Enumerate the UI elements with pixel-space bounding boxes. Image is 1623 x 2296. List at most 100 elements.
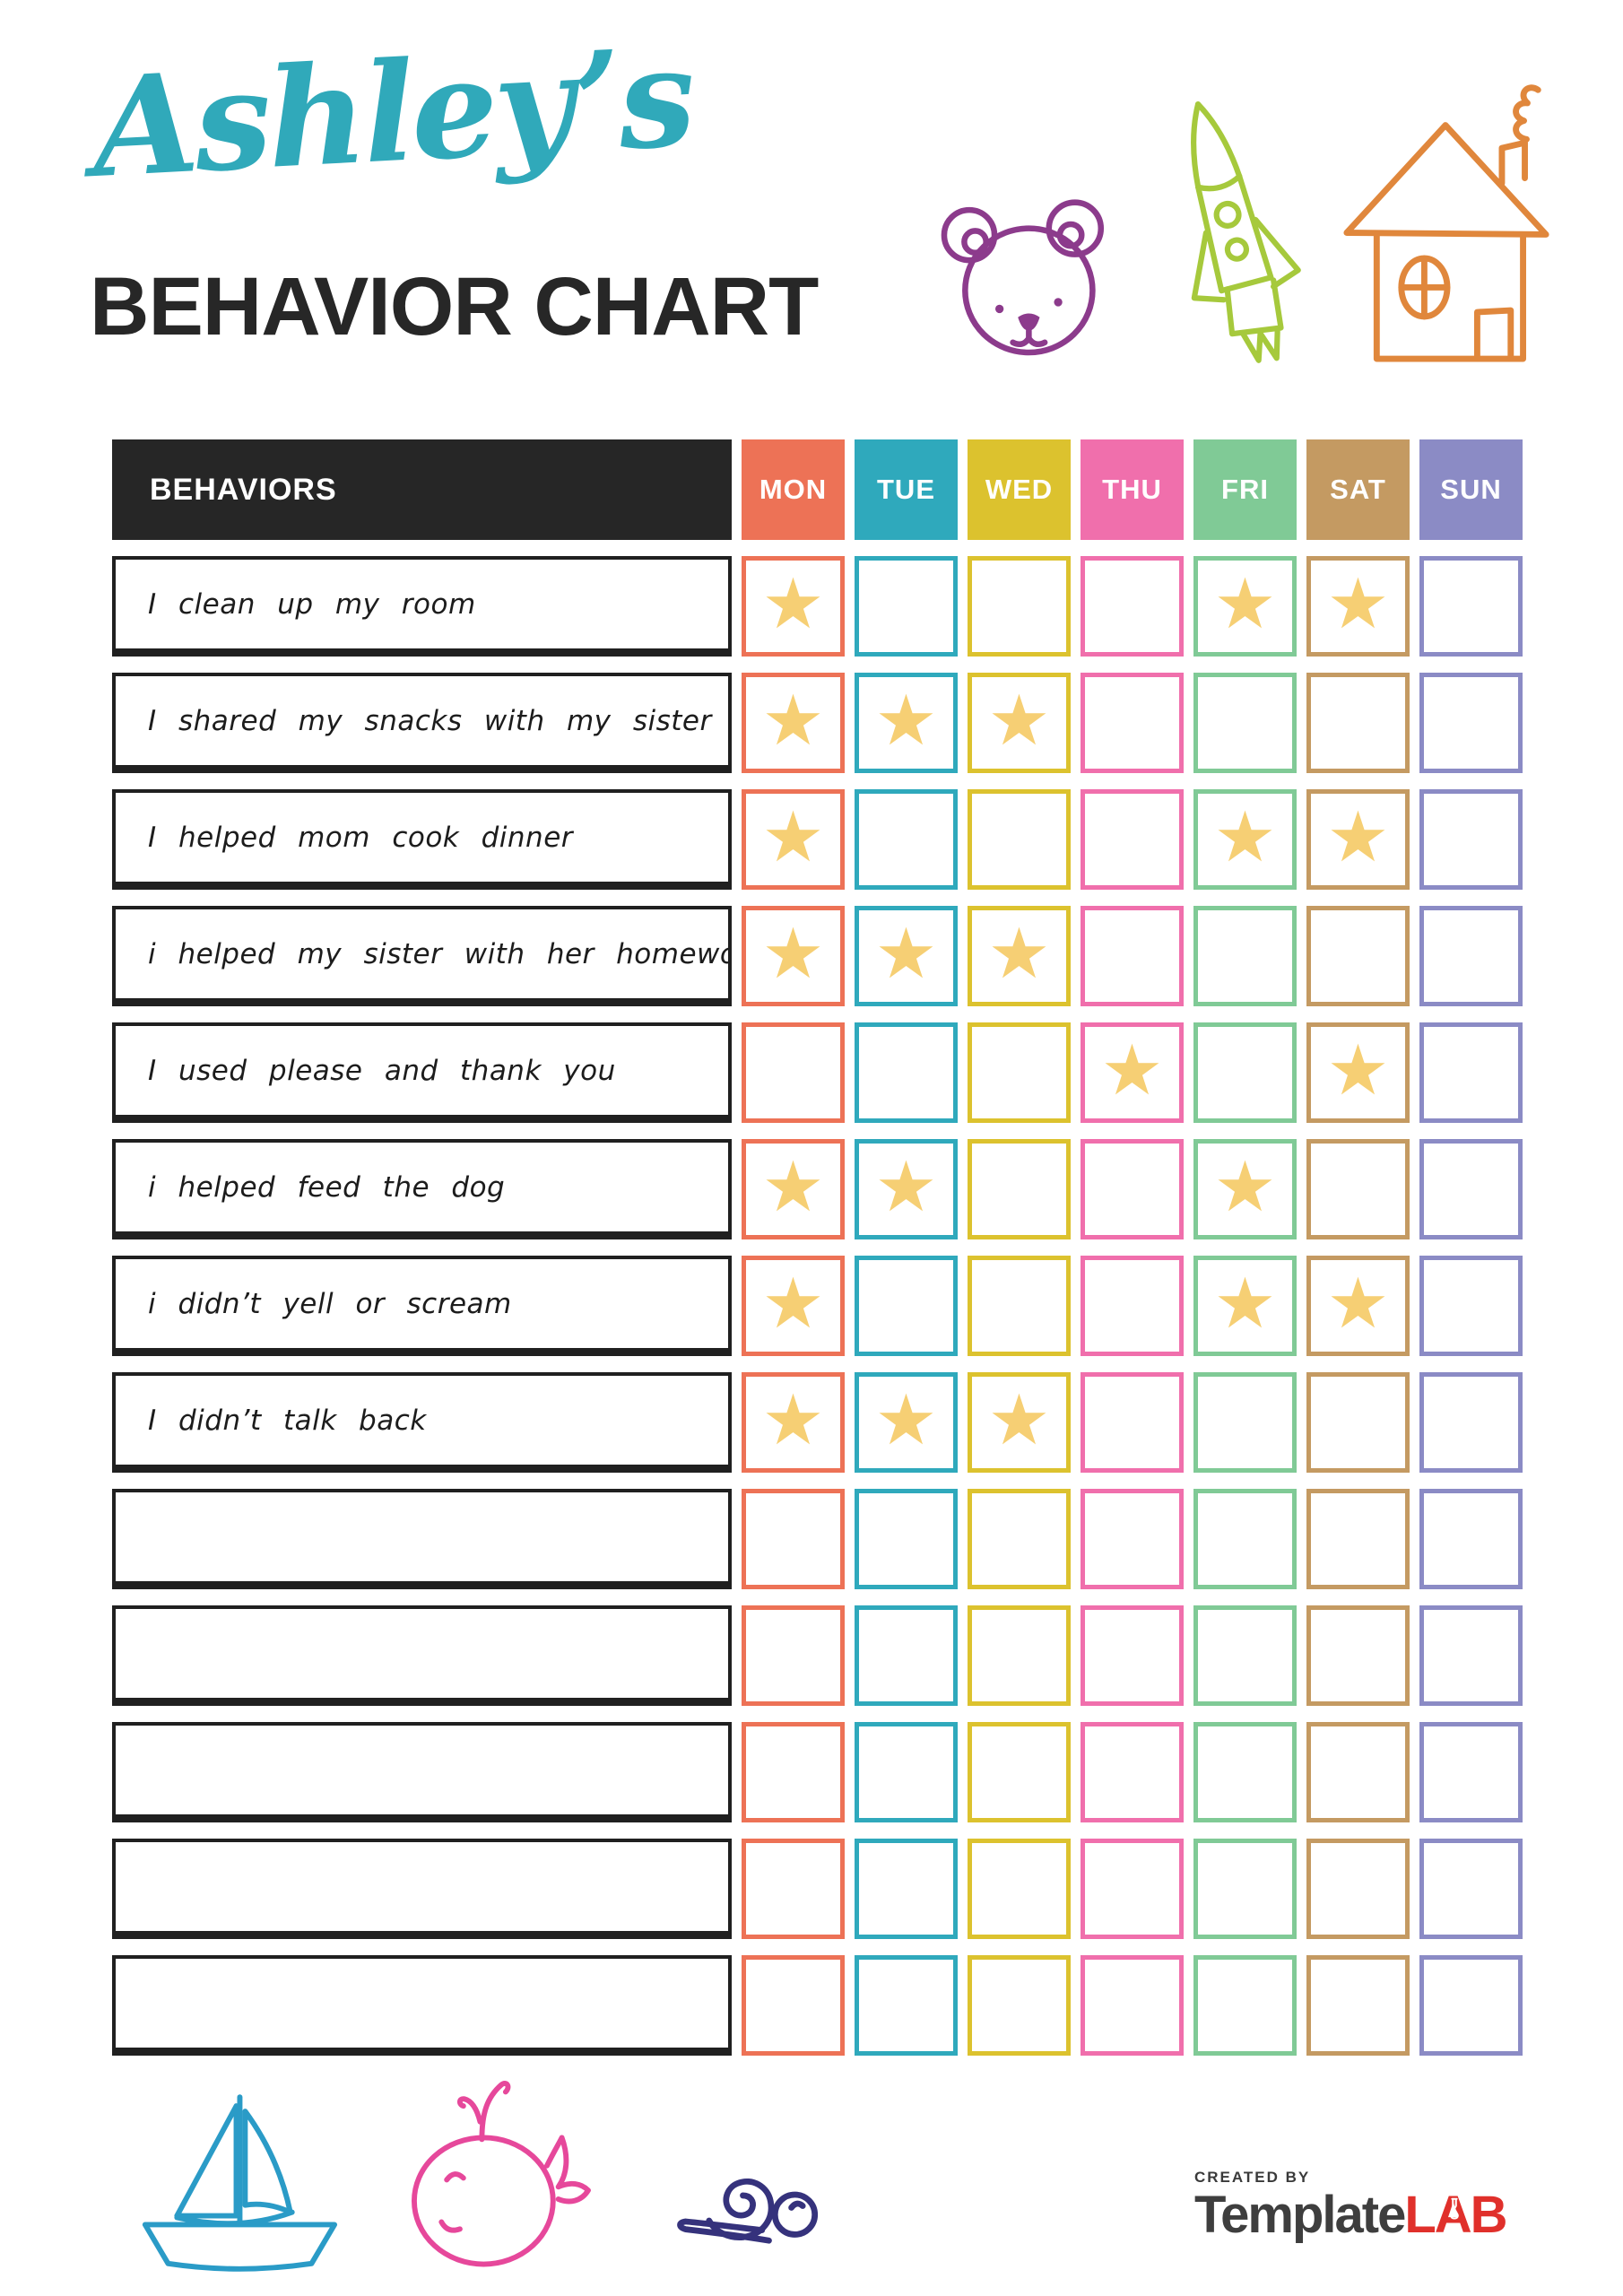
day-cell-mon[interactable] xyxy=(742,1722,845,1822)
day-cell-fri[interactable] xyxy=(1193,1372,1297,1473)
day-cell-thu[interactable] xyxy=(1081,789,1184,890)
day-cell-thu[interactable] xyxy=(1081,1605,1184,1706)
day-cell-fri[interactable] xyxy=(1193,1722,1297,1822)
day-cell-mon[interactable]: ★ xyxy=(742,1256,845,1356)
day-cell-wed[interactable]: ★ xyxy=(968,1372,1071,1473)
day-cell-fri[interactable] xyxy=(1193,673,1297,773)
day-cell-wed[interactable] xyxy=(968,1489,1071,1589)
star-icon: ★ xyxy=(761,564,825,645)
day-cell-thu[interactable] xyxy=(1081,1256,1184,1356)
day-cell-tue[interactable] xyxy=(855,1256,958,1356)
day-cell-fri[interactable] xyxy=(1193,906,1297,1006)
day-cell-sat[interactable]: ★ xyxy=(1306,556,1410,657)
day-cell-thu[interactable] xyxy=(1081,673,1184,773)
day-cell-sun[interactable] xyxy=(1419,789,1523,890)
star-icon: ★ xyxy=(1326,1031,1390,1111)
day-cell-tue[interactable]: ★ xyxy=(855,1372,958,1473)
day-cell-mon[interactable]: ★ xyxy=(742,906,845,1006)
day-cell-thu[interactable] xyxy=(1081,1372,1184,1473)
day-cell-fri[interactable] xyxy=(1193,1955,1297,2056)
day-cell-fri[interactable] xyxy=(1193,1839,1297,1939)
day-cell-wed[interactable]: ★ xyxy=(968,673,1071,773)
day-cell-mon[interactable] xyxy=(742,1022,845,1123)
day-cell-sun[interactable] xyxy=(1419,906,1523,1006)
day-cell-wed[interactable] xyxy=(968,789,1071,890)
day-cell-thu[interactable] xyxy=(1081,556,1184,657)
behavior-text: i helped my sister with her homework xyxy=(148,937,732,970)
day-cell-sat[interactable] xyxy=(1306,1839,1410,1939)
day-cell-thu[interactable]: ★ xyxy=(1081,1022,1184,1123)
day-cell-mon[interactable]: ★ xyxy=(742,1139,845,1239)
day-cell-mon[interactable] xyxy=(742,1839,845,1939)
day-cell-sat[interactable] xyxy=(1306,673,1410,773)
day-cell-wed[interactable] xyxy=(968,1256,1071,1356)
day-cell-sun[interactable] xyxy=(1419,673,1523,773)
rocket-icon xyxy=(1143,83,1323,387)
day-cell-sat[interactable] xyxy=(1306,1955,1410,2056)
day-cell-tue[interactable] xyxy=(855,1955,958,2056)
day-cell-fri[interactable]: ★ xyxy=(1193,1256,1297,1356)
day-cell-sat[interactable] xyxy=(1306,906,1410,1006)
day-cell-sun[interactable] xyxy=(1419,1955,1523,2056)
snail-icon xyxy=(641,2142,843,2272)
day-cell-tue[interactable] xyxy=(855,1605,958,1706)
day-cell-sun[interactable] xyxy=(1419,1022,1523,1123)
day-cell-tue[interactable] xyxy=(855,1839,958,1939)
day-cell-fri[interactable] xyxy=(1193,1605,1297,1706)
day-cell-sun[interactable] xyxy=(1419,1372,1523,1473)
day-cell-sun[interactable] xyxy=(1419,1256,1523,1356)
day-cell-mon[interactable]: ★ xyxy=(742,1372,845,1473)
day-cell-mon[interactable]: ★ xyxy=(742,556,845,657)
day-header-sun: SUN xyxy=(1419,439,1523,540)
day-cell-wed[interactable]: ★ xyxy=(968,906,1071,1006)
day-cell-fri[interactable]: ★ xyxy=(1193,556,1297,657)
day-cell-sun[interactable] xyxy=(1419,1605,1523,1706)
day-header-mon: MON xyxy=(742,439,845,540)
day-cell-thu[interactable] xyxy=(1081,1139,1184,1239)
sailboat-icon xyxy=(133,2083,341,2287)
day-cell-mon[interactable]: ★ xyxy=(742,673,845,773)
day-cell-fri[interactable]: ★ xyxy=(1193,1139,1297,1239)
day-cell-sun[interactable] xyxy=(1419,1489,1523,1589)
day-cell-thu[interactable] xyxy=(1081,1955,1184,2056)
day-cell-tue[interactable]: ★ xyxy=(855,1139,958,1239)
day-cell-wed[interactable] xyxy=(968,1839,1071,1939)
day-cell-sat[interactable] xyxy=(1306,1372,1410,1473)
day-cell-wed[interactable] xyxy=(968,1022,1071,1123)
day-cell-tue[interactable]: ★ xyxy=(855,673,958,773)
day-cell-tue[interactable] xyxy=(855,1489,958,1589)
day-cell-mon[interactable] xyxy=(742,1605,845,1706)
day-cell-tue[interactable] xyxy=(855,556,958,657)
day-cell-thu[interactable] xyxy=(1081,1722,1184,1822)
day-cell-mon[interactable] xyxy=(742,1489,845,1589)
day-cell-tue[interactable] xyxy=(855,1722,958,1822)
day-cell-wed[interactable] xyxy=(968,1722,1071,1822)
day-cell-mon[interactable]: ★ xyxy=(742,789,845,890)
day-cell-sun[interactable] xyxy=(1419,556,1523,657)
day-cell-thu[interactable] xyxy=(1081,906,1184,1006)
day-cell-sun[interactable] xyxy=(1419,1139,1523,1239)
day-cell-wed[interactable] xyxy=(968,1139,1071,1239)
day-cell-wed[interactable] xyxy=(968,1955,1071,2056)
day-cell-fri[interactable] xyxy=(1193,1022,1297,1123)
day-cell-mon[interactable] xyxy=(742,1955,845,2056)
day-cell-tue[interactable] xyxy=(855,1022,958,1123)
star-icon: ★ xyxy=(761,797,825,878)
day-cell-sun[interactable] xyxy=(1419,1722,1523,1822)
day-cell-thu[interactable] xyxy=(1081,1839,1184,1939)
day-cell-wed[interactable] xyxy=(968,1605,1071,1706)
day-cell-sat[interactable]: ★ xyxy=(1306,789,1410,890)
day-cell-thu[interactable] xyxy=(1081,1489,1184,1589)
day-cell-tue[interactable] xyxy=(855,789,958,890)
day-cell-sat[interactable] xyxy=(1306,1489,1410,1589)
day-cell-sat[interactable]: ★ xyxy=(1306,1022,1410,1123)
day-cell-sat[interactable]: ★ xyxy=(1306,1256,1410,1356)
day-cell-sat[interactable] xyxy=(1306,1139,1410,1239)
day-cell-fri[interactable]: ★ xyxy=(1193,789,1297,890)
day-cell-sat[interactable] xyxy=(1306,1722,1410,1822)
day-cell-sat[interactable] xyxy=(1306,1605,1410,1706)
day-cell-sun[interactable] xyxy=(1419,1839,1523,1939)
day-cell-fri[interactable] xyxy=(1193,1489,1297,1589)
day-cell-tue[interactable]: ★ xyxy=(855,906,958,1006)
day-cell-wed[interactable] xyxy=(968,556,1071,657)
